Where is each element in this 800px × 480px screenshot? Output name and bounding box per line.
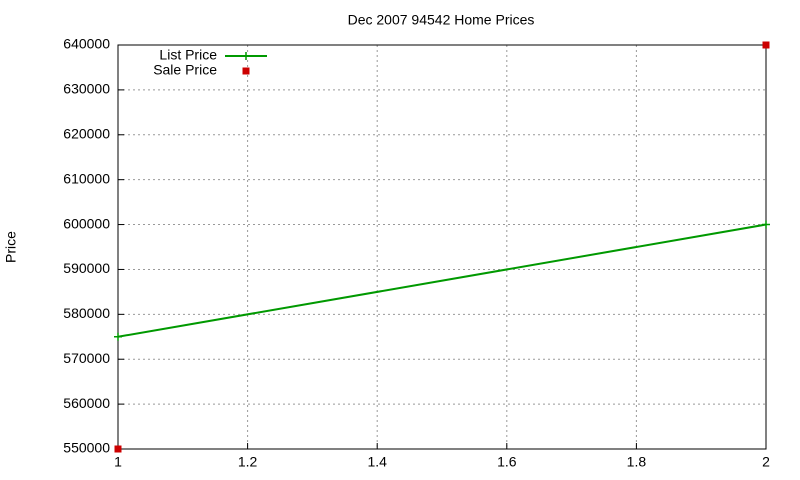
y-tick-label: 590000 — [63, 260, 110, 276]
x-tick-label: 2 — [762, 454, 770, 470]
legend-label: List Price — [159, 47, 217, 63]
x-tick-label: 1.8 — [627, 454, 647, 470]
y-tick-label: 600000 — [63, 215, 110, 231]
x-tick-label: 1.6 — [497, 454, 517, 470]
x-tick-label: 1.2 — [238, 454, 258, 470]
y-axis-label: Price — [3, 231, 19, 263]
point — [114, 332, 122, 341]
plot-frame — [117, 44, 767, 450]
legend-label: Sale Price — [153, 62, 217, 78]
y-tick-label: 550000 — [63, 440, 110, 456]
line — [117, 223, 767, 338]
point — [762, 220, 770, 229]
x-tick-label: 1.4 — [367, 454, 387, 470]
y-tick-label: 620000 — [63, 125, 110, 141]
y-tick-label: 570000 — [63, 350, 110, 366]
y-tick-label: 630000 — [63, 81, 110, 97]
x-tick-label: 1 — [114, 454, 122, 470]
y-tick-label: 580000 — [63, 305, 110, 321]
point — [762, 41, 770, 49]
y-tick-label: 640000 — [63, 36, 110, 52]
y-tick-label: 610000 — [63, 170, 110, 186]
legend-swatch — [242, 67, 250, 75]
point — [114, 445, 122, 453]
legend-swatch — [242, 52, 250, 60]
chart-title: Dec 2007 94542 Home Prices — [348, 12, 535, 28]
y-tick-label: 560000 — [63, 395, 110, 411]
